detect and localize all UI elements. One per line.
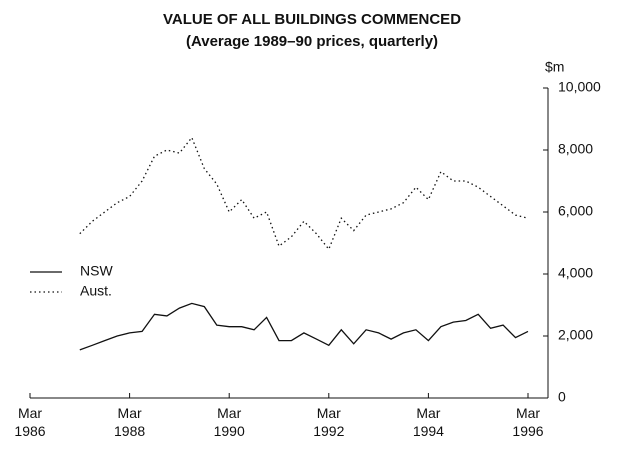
series-line bbox=[79, 136, 529, 251]
x-tick-label: Mar 1992 bbox=[313, 405, 344, 439]
y-axis-label: $m bbox=[545, 59, 564, 75]
x-tick-label: Mar 1996 bbox=[512, 405, 543, 439]
y-tick-label: 6,000 bbox=[558, 203, 593, 219]
y-tick-label: 0 bbox=[558, 389, 566, 405]
y-tick-label: 10,000 bbox=[558, 79, 601, 95]
x-tick-label: Mar 1994 bbox=[413, 405, 444, 439]
x-tick-label: Mar 1986 bbox=[14, 405, 45, 439]
y-tick-label: 2,000 bbox=[558, 327, 593, 343]
x-tick-label: Mar 1990 bbox=[214, 405, 245, 439]
legend-label: Aust. bbox=[80, 283, 112, 299]
chart-subtitle: (Average 1989–90 prices, quarterly) bbox=[186, 33, 438, 50]
legend-label: NSW bbox=[80, 263, 113, 279]
y-tick-label: 4,000 bbox=[558, 265, 593, 281]
y-tick-label: 8,000 bbox=[558, 141, 593, 157]
chart-title: VALUE OF ALL BUILDINGS COMMENCED bbox=[163, 11, 461, 28]
x-tick-label: Mar 1988 bbox=[114, 405, 145, 439]
series-line bbox=[79, 302, 529, 351]
